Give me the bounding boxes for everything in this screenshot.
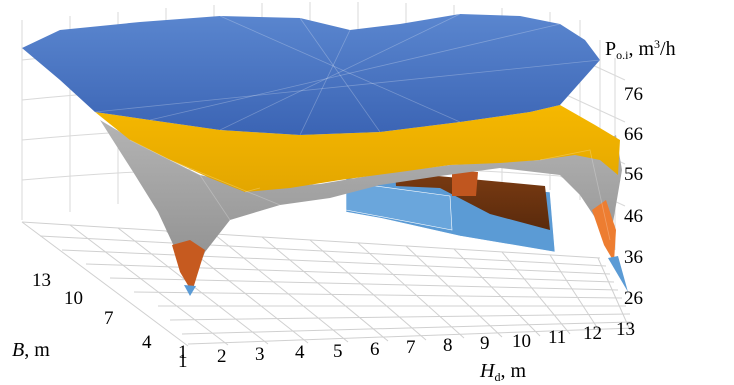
z-tick-label: 56 bbox=[624, 164, 643, 185]
x-tick-label: 3 bbox=[255, 344, 265, 365]
surface-inner-brown bbox=[395, 172, 550, 230]
x-tick-label: 1 bbox=[178, 351, 188, 372]
surface-band-yellow bbox=[95, 105, 620, 192]
x-tick-label: 13 bbox=[616, 319, 635, 340]
z-tick-label: 76 bbox=[624, 84, 643, 105]
x-tick-label: 8 bbox=[443, 335, 453, 356]
z-tick-label: 66 bbox=[624, 124, 643, 145]
surface-band-orange-left bbox=[172, 240, 205, 292]
y-axis: 13 10 7 4 B, m bbox=[12, 270, 152, 361]
z-axis-title: Po.i, m3/h bbox=[605, 37, 676, 62]
x-tick-label: 5 bbox=[333, 341, 343, 362]
z-axis: 76 66 56 46 36 26 Po.i, m3/h bbox=[605, 37, 676, 309]
floor-grid bbox=[21, 221, 635, 347]
x-tick-label: 1 bbox=[178, 342, 188, 363]
x-tick-label: 6 bbox=[370, 339, 380, 360]
z-tick-label: 46 bbox=[624, 206, 643, 227]
z-tick-label: 36 bbox=[624, 247, 643, 268]
surface bbox=[22, 13, 628, 296]
x-tick-label: 12 bbox=[583, 323, 602, 344]
surface-inner-orange bbox=[452, 170, 478, 196]
surface-band-orange-right bbox=[592, 200, 616, 262]
surface-band-lightblue-right bbox=[608, 256, 628, 292]
y-tick-label: 10 bbox=[64, 288, 83, 309]
surface-band-blue bbox=[22, 14, 600, 135]
x-tick-label: 9 bbox=[480, 333, 490, 354]
x-axis: 1 1 2 3 4 5 6 7 8 9 10 11 12 13 Hd, m bbox=[178, 319, 635, 384]
z-tick-label: 26 bbox=[624, 288, 643, 309]
x-tick-label: 10 bbox=[512, 331, 531, 352]
y-tick-label: 13 bbox=[32, 270, 51, 291]
y-tick-label: 7 bbox=[104, 308, 114, 329]
x-tick-label: 4 bbox=[295, 342, 305, 363]
surface-inner-blue-front bbox=[345, 181, 453, 231]
x-axis-title: Hd, m bbox=[479, 360, 526, 384]
y-axis-title: B, m bbox=[12, 339, 50, 361]
y-tick-label: 4 bbox=[142, 332, 152, 353]
x-tick-label: 11 bbox=[548, 327, 566, 348]
x-tick-label: 2 bbox=[217, 346, 227, 367]
surface-band-gray bbox=[100, 120, 622, 288]
x-tick-label: 7 bbox=[406, 337, 416, 358]
surface-band-lightblue-left bbox=[184, 285, 196, 296]
